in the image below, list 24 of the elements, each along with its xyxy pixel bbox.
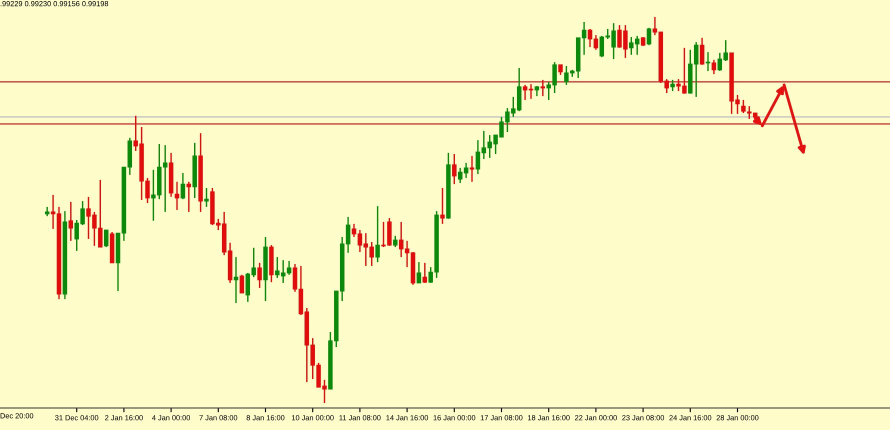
- candlestick: [712, 59, 716, 75]
- candlestick: [706, 51, 710, 72]
- candlestick: [257, 262, 262, 289]
- candlestick: [416, 261, 422, 284]
- candlestick: [68, 201, 74, 242]
- candlestick: [540, 79, 546, 97]
- candlestick: [534, 85, 540, 97]
- candlestick: [452, 153, 457, 185]
- candlestick: [700, 37, 704, 66]
- candlestick: [422, 262, 428, 284]
- candlestick: [440, 187, 445, 225]
- candlestick: [741, 99, 746, 114]
- candlestick: [375, 205, 380, 263]
- candlestick: [180, 172, 186, 200]
- candlestick: [670, 79, 675, 92]
- candlestick: [646, 27, 652, 46]
- candlestick: [174, 181, 180, 211]
- candlestick: [186, 181, 192, 213]
- candlestick: [104, 229, 108, 248]
- candlestick: [44, 206, 50, 217]
- candlestick: [240, 274, 244, 294]
- candlestick: [470, 155, 474, 182]
- candlestick: [393, 235, 398, 248]
- candlestick: [234, 256, 238, 304]
